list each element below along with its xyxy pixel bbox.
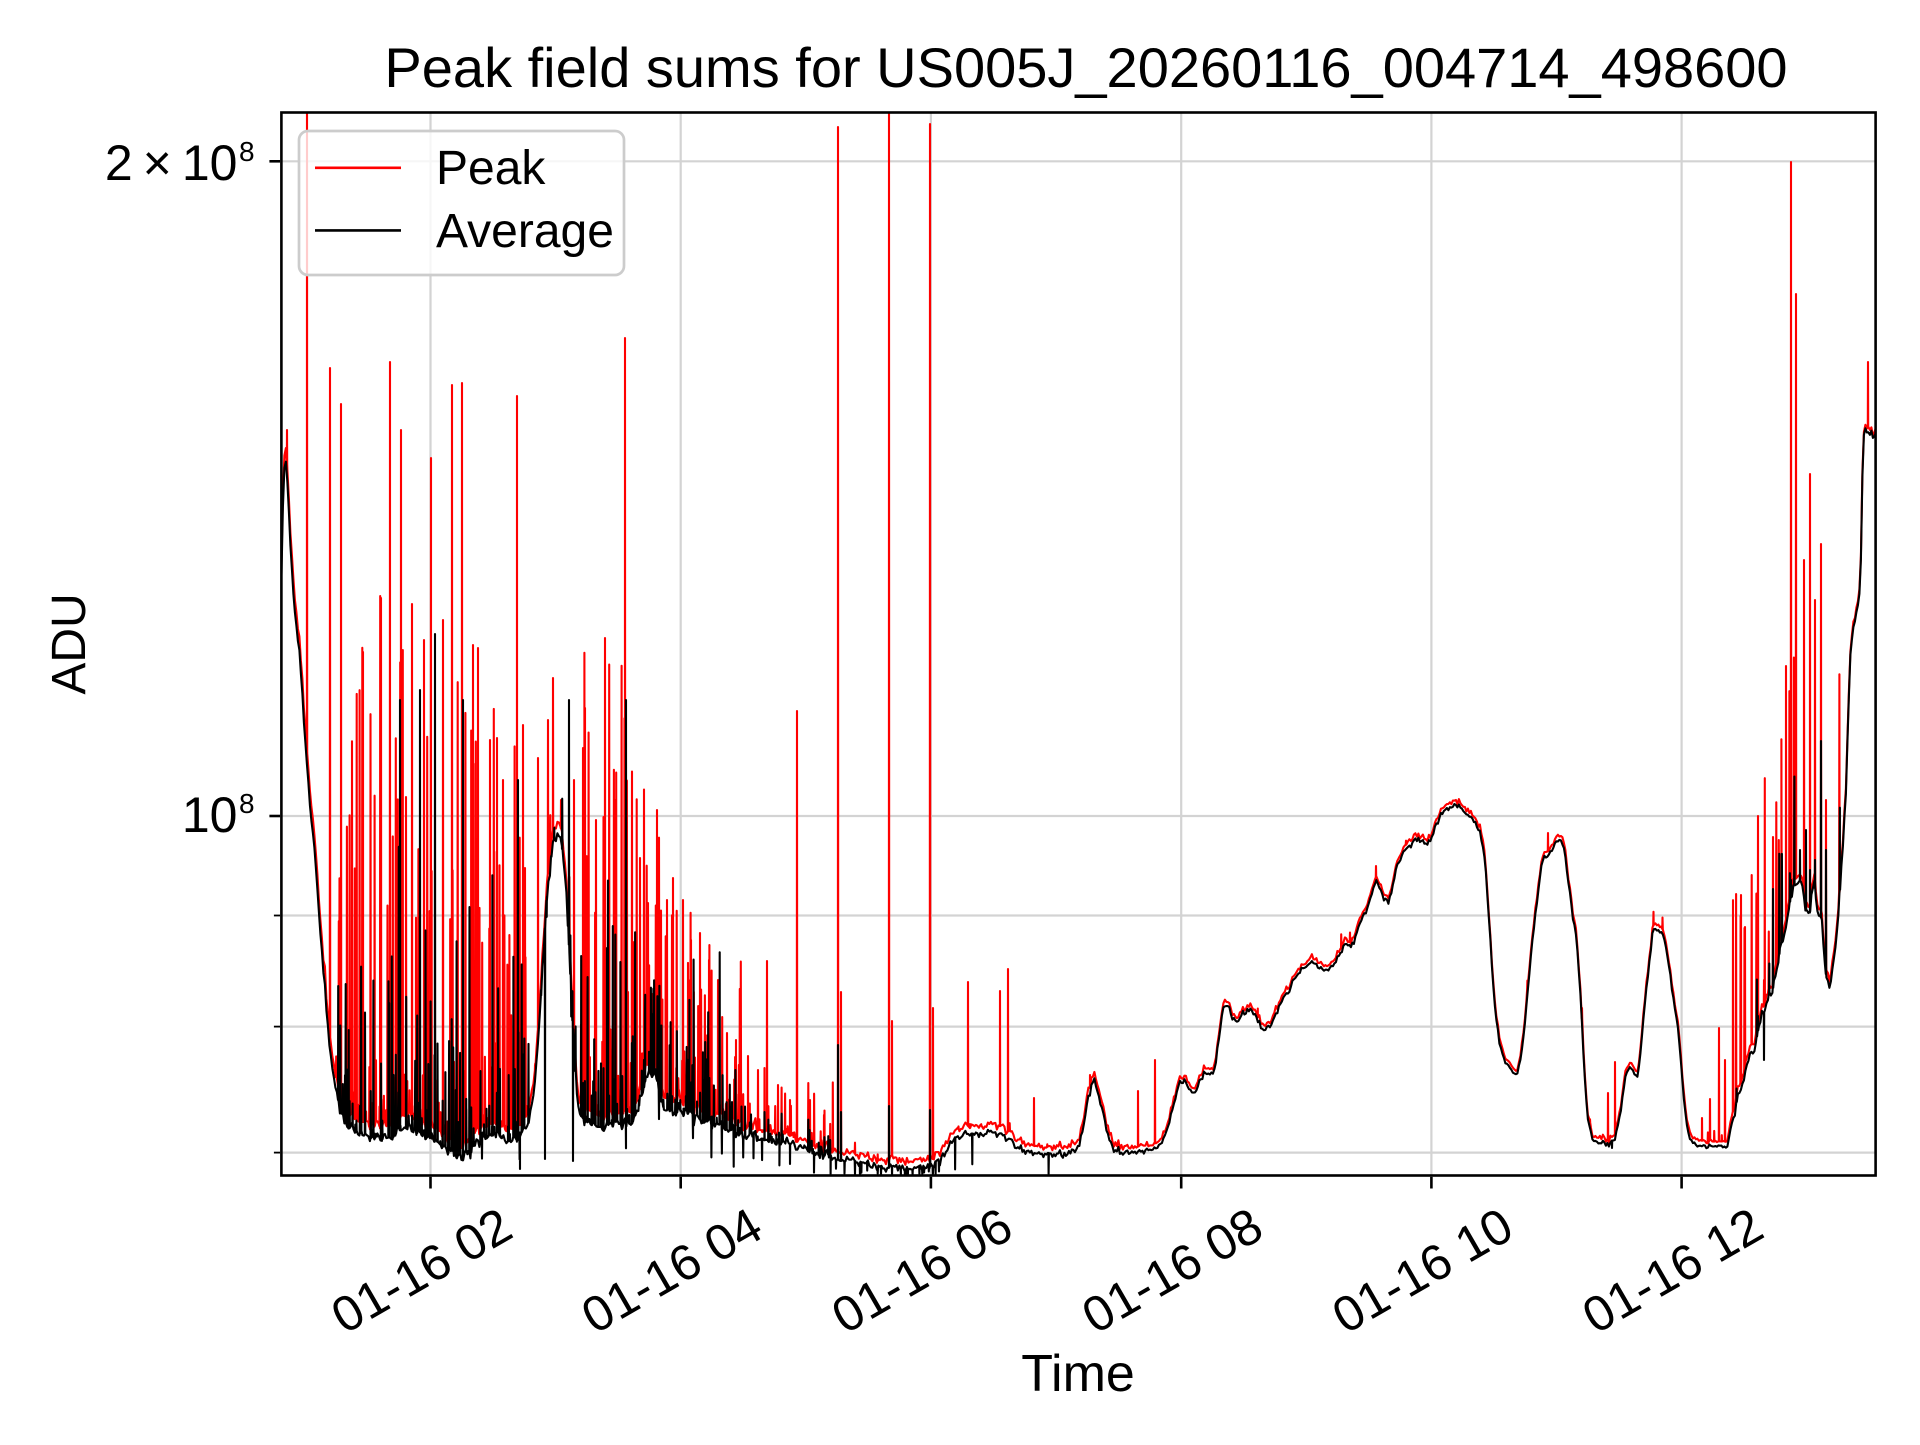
svg-text:2 × 10: 2 × 10 [105, 135, 238, 191]
svg-text:8: 8 [239, 788, 255, 819]
svg-text:Peak field sums for US005J_202: Peak field sums for US005J_20260116_0047… [384, 36, 1787, 99]
svg-text:Time: Time [1021, 1345, 1135, 1403]
svg-text:ADU: ADU [43, 593, 96, 694]
svg-text:10: 10 [182, 787, 238, 843]
svg-text:Average: Average [436, 205, 614, 258]
svg-text:Peak: Peak [436, 142, 546, 195]
svg-text:8: 8 [239, 136, 255, 167]
